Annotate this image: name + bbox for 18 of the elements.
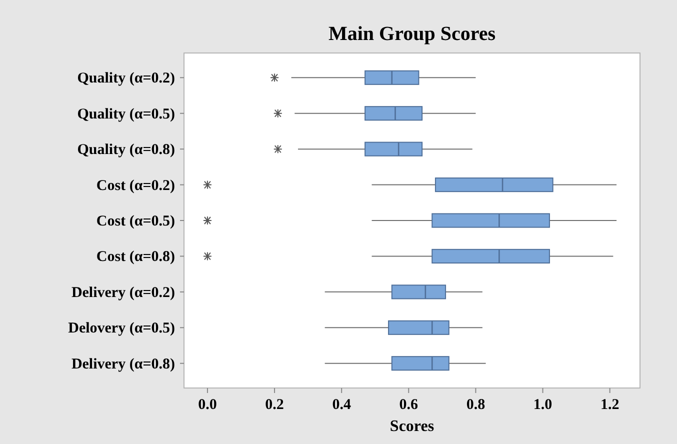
y-tick-label: Cost (α=0.8) (96, 249, 175, 266)
y-tick-label: Quality (α=0.5) (77, 106, 176, 122)
x-tick-label: 1.2 (600, 397, 620, 413)
x-tick-label: 1.0 (533, 397, 552, 413)
x-tick-label: 0.4 (332, 397, 352, 413)
y-tick-label: Delivery (α=0.2) (71, 284, 175, 301)
y-tick-label: Quality (α=0.8) (77, 142, 176, 158)
x-axis-title: Scores (390, 418, 434, 435)
y-tick-label: Cost (α=0.5) (96, 214, 175, 230)
y-tick-label: Delivery (α=0.8) (71, 356, 175, 372)
x-tick-label: 0.0 (198, 397, 217, 413)
x-tick-label: 0.2 (265, 397, 284, 413)
x-tick-label: 0.6 (399, 397, 419, 413)
chart-title: Main Group Scores (328, 23, 496, 45)
y-tick-label: Delovery (α=0.5) (68, 320, 175, 337)
x-tick-label: 0.8 (466, 397, 486, 413)
y-tick-label: Cost (α=0.2) (96, 178, 175, 194)
y-tick-label: Quality (α=0.2) (77, 70, 176, 87)
